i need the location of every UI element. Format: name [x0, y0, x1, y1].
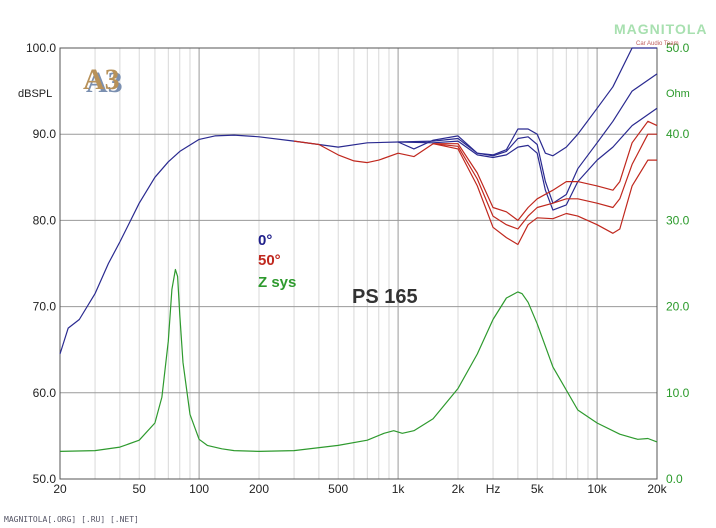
footer-credit: MAGNITOLA[.ORG] [.RU] [.NET] [4, 515, 139, 524]
y-tick-label-right: 10.0 [666, 386, 690, 400]
y-tick-label-left: 50.0 [33, 472, 57, 486]
legend-entry-50deg: 50° [258, 252, 281, 269]
y-tick-label-left: 70.0 [33, 300, 57, 314]
a3-logo: A3 A3 [83, 63, 123, 99]
y-tick-label-right: 30.0 [666, 213, 690, 227]
svg-text:Car Audio Team: Car Audio Team [636, 41, 679, 47]
x-tick-label: 1k [392, 482, 406, 496]
y-axis-right: 50.0 40.0 30.0 20.0 10.0 0.0 [666, 41, 690, 486]
x-axis: 20 50 100 200 500 1k 2k Hz 5k 10k 20k [53, 482, 667, 496]
plot-frame [59, 47, 658, 480]
series-line-3 [293, 120, 658, 221]
y-tick-label-right: 50.0 [666, 41, 690, 55]
magnitola-logo: MAGNITOLA Car Audio Team [614, 21, 708, 47]
x-tick-label: 100 [189, 482, 209, 496]
x-tick-label: Hz [486, 482, 501, 496]
series-line-4 [433, 133, 657, 230]
y-tick-label-left: 60.0 [33, 386, 57, 400]
y-tick-label-left: 100.0 [26, 41, 56, 55]
series-line-1 [398, 73, 658, 204]
series-group [59, 47, 658, 452]
x-tick-label: 500 [328, 482, 348, 496]
grid [59, 47, 658, 480]
y-tick-label-right: 40.0 [666, 127, 690, 141]
model-title: PS 165 [352, 286, 418, 308]
series-line-2 [398, 107, 658, 211]
x-tick-label: 200 [249, 482, 269, 496]
y-axis-left: 100.0 90.0 80.0 70.0 60.0 50.0 [26, 41, 56, 486]
y-axis-left-label: dBSPL [18, 88, 52, 100]
series-line-5 [432, 143, 657, 246]
x-tick-label: 50 [133, 482, 147, 496]
svg-text:A3: A3 [83, 63, 120, 96]
legend-entry-0deg: 0° [258, 232, 272, 249]
y-tick-label-left: 90.0 [33, 127, 57, 141]
x-tick-label: 10k [587, 482, 607, 496]
y-tick-label-right: 0.0 [666, 472, 683, 486]
svg-text:A3: A3 [86, 66, 123, 99]
x-tick-label: 2k [452, 482, 466, 496]
series-line-6 [59, 268, 658, 452]
series-line-0 [59, 47, 657, 355]
svg-text:MAGNITOLA: MAGNITOLA [614, 21, 708, 37]
y-axis-right-label: Ohm [666, 88, 690, 100]
x-tick-label: 5k [531, 482, 545, 496]
y-tick-label-left: 80.0 [33, 213, 57, 227]
legend-entry-zsys: Z sys [258, 274, 296, 291]
y-tick-label-right: 20.0 [666, 300, 690, 314]
x-tick-label: 20k [647, 482, 667, 496]
x-tick-label: 20 [53, 482, 67, 496]
